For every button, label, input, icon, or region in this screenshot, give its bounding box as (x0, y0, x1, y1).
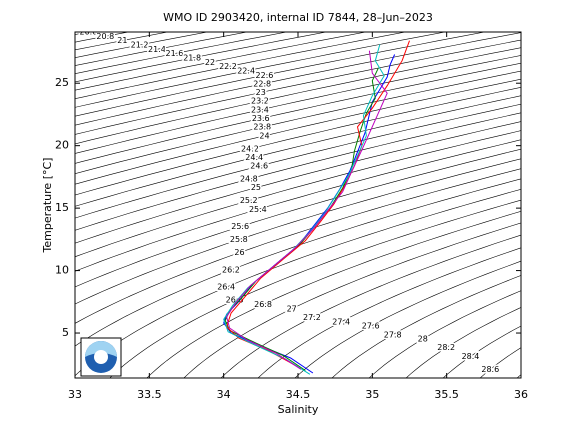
isopycnal (75, 103, 521, 219)
isopycnal (75, 32, 521, 126)
isopycnal-label: 22.2 (219, 62, 237, 71)
isopycnal (75, 121, 521, 244)
isopycnal-label: 27.6 (362, 322, 380, 331)
isopycnal-label: 24.6 (250, 162, 268, 171)
x-tick-label: 36 (514, 388, 528, 401)
isopycnal-label: 28.4 (462, 352, 480, 361)
isopycnal-label: 23.8 (253, 123, 271, 132)
isopycnal (183, 222, 521, 378)
isopycnal (294, 260, 521, 378)
isopycnal-label: 23.4 (251, 105, 269, 114)
isopycnal (75, 188, 521, 377)
x-tick-label: 34 (217, 388, 231, 401)
isopycnal-label: 28 (418, 335, 428, 344)
isopycnal-label: 27.4 (332, 317, 350, 326)
isopycnal (75, 130, 521, 258)
x-tick-label: 35 (365, 388, 379, 401)
isopycnal-label: 21.6 (166, 49, 184, 58)
isopycnal (75, 70, 521, 174)
isopycnal (257, 247, 521, 378)
isopycnal (75, 178, 521, 347)
isopycnal-label: 22 (205, 58, 215, 67)
isopycnal-label: 21.2 (131, 40, 149, 49)
isopycnal-label: 25.6 (231, 222, 249, 231)
y-tick-label: 15 (55, 201, 69, 214)
y-axis-label: Temperature [°C] (41, 158, 54, 254)
isopycnal-label: 25.2 (240, 196, 258, 205)
isopycnal (75, 55, 521, 154)
isopycnal-label: 27.2 (303, 313, 321, 322)
isopycnal (368, 290, 521, 378)
isopycnal-label: 23.6 (252, 114, 270, 123)
isopycnal-label: 23.2 (251, 97, 269, 106)
isopycnal-label: 24 (259, 131, 269, 140)
isopycnal (75, 168, 521, 324)
x-tick-label: 33 (68, 388, 82, 401)
isopycnal-label: 22.6 (256, 71, 274, 80)
y-tick-label: 5 (62, 326, 69, 339)
isopycnal-label: 20.6 (80, 28, 98, 37)
isopycnal (75, 95, 521, 207)
isopycnal-label: 21.4 (148, 45, 166, 54)
y-tick-label: 10 (55, 264, 69, 277)
isopycnal-label: 25 (251, 183, 261, 192)
isopycnal-label: 26.8 (254, 300, 272, 309)
isopycnal-label: 23 (256, 88, 266, 97)
plot-area (75, 32, 521, 378)
isopycnal (75, 32, 485, 117)
isopycnal (331, 275, 521, 378)
isopycnal (75, 87, 521, 196)
x-tick-label: 33.5 (137, 388, 162, 401)
isopycnal (516, 374, 521, 378)
isopycnal-label: 24.2 (241, 144, 259, 153)
profile-line (226, 50, 388, 370)
isopycnal (75, 139, 521, 272)
isopycnal-label: 26.4 (217, 283, 235, 292)
y-tick-label: 20 (55, 139, 69, 152)
isopycnal-label: 25.4 (249, 205, 267, 214)
isopycnal (75, 32, 366, 91)
isopycnal-label: 25.8 (230, 235, 248, 244)
isopycnal-label: 22.4 (237, 66, 255, 75)
isopycnal (75, 148, 521, 288)
isopycnal (75, 62, 521, 164)
profile-line (223, 44, 385, 375)
x-axis-label: Salinity (278, 403, 319, 416)
isopycnal-label: 28.6 (481, 365, 499, 374)
isopycnal-label: 26 (234, 248, 244, 257)
isopycnal-label: 22.8 (253, 79, 271, 88)
isopycnal (75, 32, 446, 108)
isopycnal (220, 234, 521, 378)
x-tick-label: 34.5 (286, 388, 311, 401)
isopycnal-label: 28.2 (437, 343, 455, 352)
isopycnal-label: 21.8 (183, 53, 201, 62)
chart-title: WMO ID 2903420, internal ID 7844, 28–Jun… (163, 11, 433, 24)
isopycnal-label: 24.4 (245, 153, 263, 162)
profiles (223, 40, 410, 375)
isopycnal (75, 32, 406, 100)
isopycnal (75, 47, 521, 145)
isopycnal (75, 158, 521, 305)
isopycnal (109, 199, 521, 378)
isopycnal-label: 26.2 (222, 265, 240, 274)
isopycnal (146, 210, 521, 378)
isopycnal (75, 112, 521, 231)
x-tick-label: 35.5 (434, 388, 459, 401)
isopycnal-label: 20.8 (96, 32, 114, 41)
isopycnal-label: 24.8 (240, 175, 258, 184)
isopycnal (75, 39, 521, 135)
isopycnal-label: 21 (117, 36, 127, 45)
isopycnal-label: 27 (287, 304, 297, 313)
isopycnal-label: 27.8 (384, 330, 402, 339)
contours: 20.6 20.8 21 21.2 21.4 21.6 21.8 22 22.2 22.4 22.6… (75, 28, 521, 378)
y-tick-label: 25 (55, 76, 69, 89)
logo (80, 337, 122, 377)
isopycnal (75, 78, 521, 185)
isopycnal (405, 307, 521, 378)
